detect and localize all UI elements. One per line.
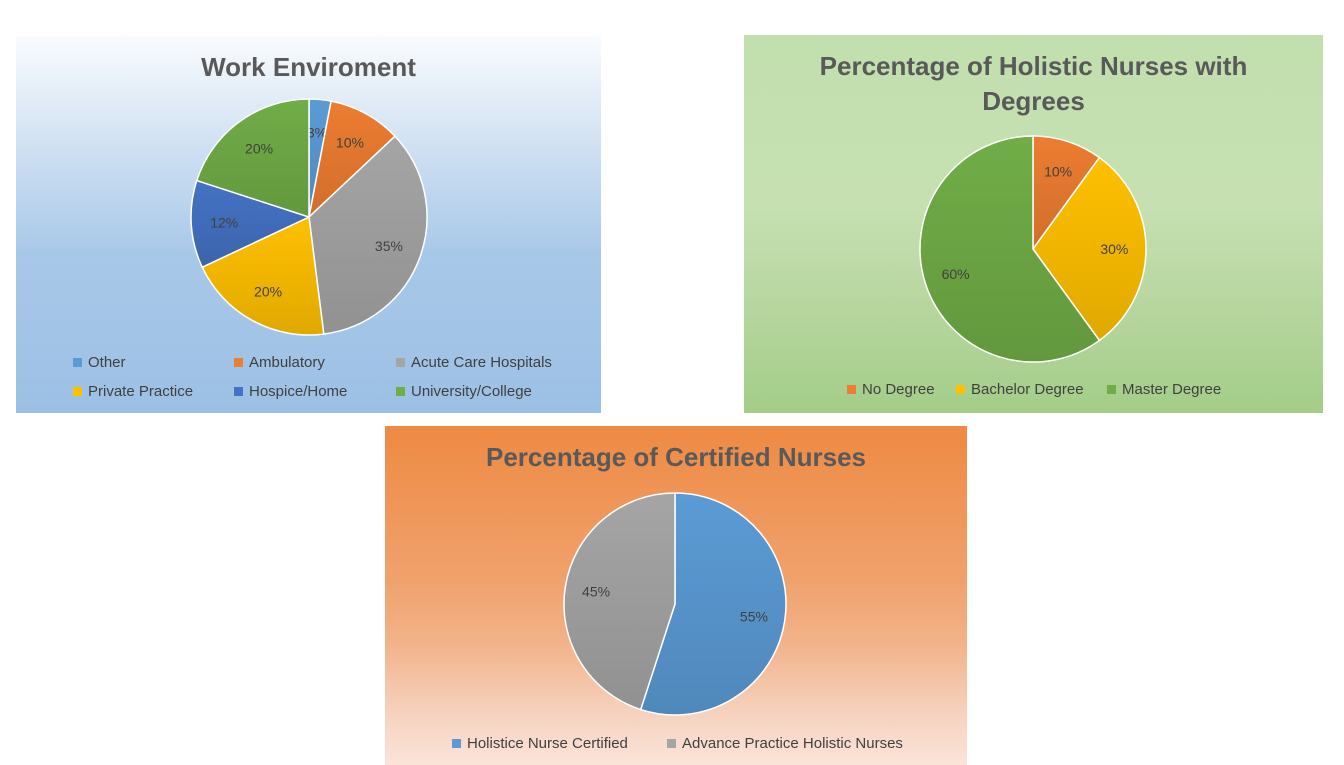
chart-title: Work Enviroment <box>201 52 416 82</box>
legend-swatch <box>847 385 856 394</box>
legend-item-advance-practice: Advance Practice Holistic Nurses <box>667 735 903 752</box>
data-label-hospice-home: 12% <box>210 214 238 230</box>
data-label-master-degree: 60% <box>942 266 970 282</box>
data-label-acute-care-hospitals: 35% <box>375 238 403 254</box>
pie-slice-no-degree <box>1032 135 1101 252</box>
legend-label: Holistice Nurse Certified <box>467 735 628 752</box>
pie-slice-ambulatory <box>307 100 397 220</box>
legend-label: No Degree <box>862 381 935 398</box>
legend-item-no-degree: No Degree <box>847 381 935 398</box>
legend-item-ambulatory: Ambulatory <box>234 354 325 371</box>
pie-slice-acute-care-hospitals <box>308 135 428 335</box>
legend-item-holistice-nurse-certified: Holistice Nurse Certified <box>452 735 628 752</box>
chart-title-line-1: Percentage of Holistic Nurses with <box>819 51 1248 81</box>
legend-label: Private Practice <box>88 383 194 400</box>
data-label-advance-practice-holistic-nurses: 45% <box>582 584 610 600</box>
data-label-university-college: 20% <box>245 140 273 156</box>
data-label-holistice-nurse-certified: 55% <box>740 609 768 625</box>
data-label-other: 3% <box>307 124 327 140</box>
legend-swatch <box>452 739 461 748</box>
legend-item-bachelor-degree: Bachelor Degree <box>956 381 1084 398</box>
legend-swatch <box>396 358 405 367</box>
pie-slice-university-college <box>195 98 310 219</box>
work-environment-chart: Work Enviroment 3% 10% 35% 20% 12% 20% Other … <box>16 35 601 413</box>
legend-swatch <box>667 739 676 748</box>
legend-label: Ambulatory <box>249 354 325 371</box>
data-label-no-degree: 10% <box>1044 164 1072 180</box>
legend-label: Acute Care Hospitals <box>411 354 552 371</box>
certified-nurses-chart: Percentage of Certified Nurses 55% 45% Ho… <box>385 426 967 765</box>
legend-item-university-college: University/College <box>396 383 532 400</box>
legend-swatch <box>956 385 965 394</box>
certified-pie: 55% 45% <box>563 492 787 716</box>
chart-title-line-2: Degrees <box>982 86 1085 116</box>
degrees-pie: 10% 30% 60% <box>919 135 1147 363</box>
legend-swatch <box>396 387 405 396</box>
pie-slice-master-degree <box>919 135 1101 363</box>
legend-swatch <box>73 387 82 396</box>
pie-slice-bachelor-degree <box>1032 156 1147 342</box>
pie-slice-holistice-nurse-certified <box>639 492 787 716</box>
legend-item-hospice-home: Hospice/Home <box>234 383 347 400</box>
legend-item-other: Other <box>73 354 126 371</box>
legend-label: Bachelor Degree <box>971 381 1084 398</box>
legend-item-acute-care: Acute Care Hospitals <box>396 354 552 371</box>
legend-label: Advance Practice Holistic Nurses <box>682 735 903 752</box>
legend-swatch <box>73 358 82 367</box>
pie-slice-private-practice <box>201 215 325 336</box>
legend-item-master-degree: Master Degree <box>1107 381 1221 398</box>
legend-label: Master Degree <box>1122 381 1222 398</box>
data-label-bachelor-degree: 30% <box>1100 241 1128 257</box>
data-label-ambulatory: 10% <box>336 135 364 151</box>
chart-title: Percentage of Certified Nurses <box>485 442 866 472</box>
legend-swatch <box>1107 385 1116 394</box>
legend-item-private-practice: Private Practice <box>73 383 193 400</box>
work-environment-pie: 3% 10% 35% 20% 12% 20% <box>190 98 428 336</box>
degrees-chart: Percentage of Holistic Nurses with Degre… <box>744 35 1323 413</box>
pie-slice-hospice-home <box>190 179 312 269</box>
legend-label: Hospice/Home <box>249 383 348 400</box>
data-label-private-practice: 20% <box>254 283 282 299</box>
legend-label: Other <box>88 354 126 371</box>
legend-swatch <box>234 358 243 367</box>
legend-swatch <box>234 387 243 396</box>
legend-label: University/College <box>411 383 532 400</box>
pie-slice-advance-practice-holistic-nurses <box>563 492 676 711</box>
